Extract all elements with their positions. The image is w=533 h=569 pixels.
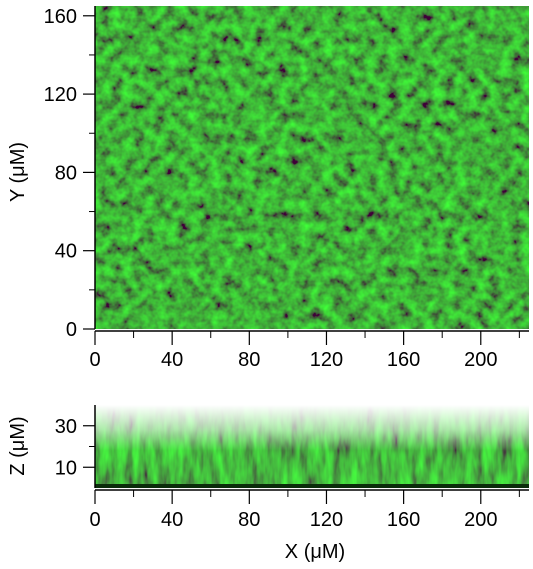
x-axis-tick-label: 0	[89, 509, 100, 531]
x-axis-tick-label: 120	[310, 509, 343, 531]
y-axis-tick-label: 120	[44, 84, 77, 106]
x-axis-tick-label: 80	[238, 509, 260, 531]
xz-image-fade	[95, 405, 529, 488]
y-axis-label: Y (μM)	[7, 142, 29, 202]
x-axis-tick-label: 160	[387, 509, 420, 531]
top-x-axis-tick-label: 160	[387, 349, 420, 371]
y-axis-tick-label: 160	[44, 6, 77, 28]
y-axis-tick-label: 80	[55, 162, 77, 184]
x-axis: 0 40 80 120 160 200	[89, 489, 529, 531]
z-axis-tick-label: 10	[55, 457, 77, 479]
top-x-axis-tick-label: 200	[464, 349, 497, 371]
xy-panel: 0 40 80 120 160 0 40 80 120 160 200 Y (μM)	[7, 6, 529, 371]
x-axis-tick-label: 40	[161, 509, 183, 531]
top-x-axis-tick-label: 40	[161, 349, 183, 371]
top-x-axis-tick-label: 80	[238, 349, 260, 371]
x-axis-tick-label: 200	[464, 509, 497, 531]
z-axis-label: Z (μM)	[7, 416, 29, 475]
z-axis-tick-label: 30	[55, 416, 77, 438]
y-axis: 0 40 80 120 160	[44, 6, 96, 341]
top-x-axis: 0 40 80 120 160 200	[89, 330, 529, 371]
xy-image-texture	[95, 6, 529, 329]
z-axis: 10 30	[55, 405, 96, 488]
x-axis-label: X (μM)	[285, 541, 345, 563]
top-x-axis-tick-label: 120	[310, 349, 343, 371]
xz-panel: 10 30 0 40 80 120 160 200 Z (μM) X (μM)	[7, 405, 529, 563]
y-axis-tick-label: 0	[66, 319, 77, 341]
top-x-axis-tick-label: 0	[89, 349, 100, 371]
xz-substrate-line	[95, 484, 529, 488]
y-axis-tick-label: 40	[55, 241, 77, 263]
